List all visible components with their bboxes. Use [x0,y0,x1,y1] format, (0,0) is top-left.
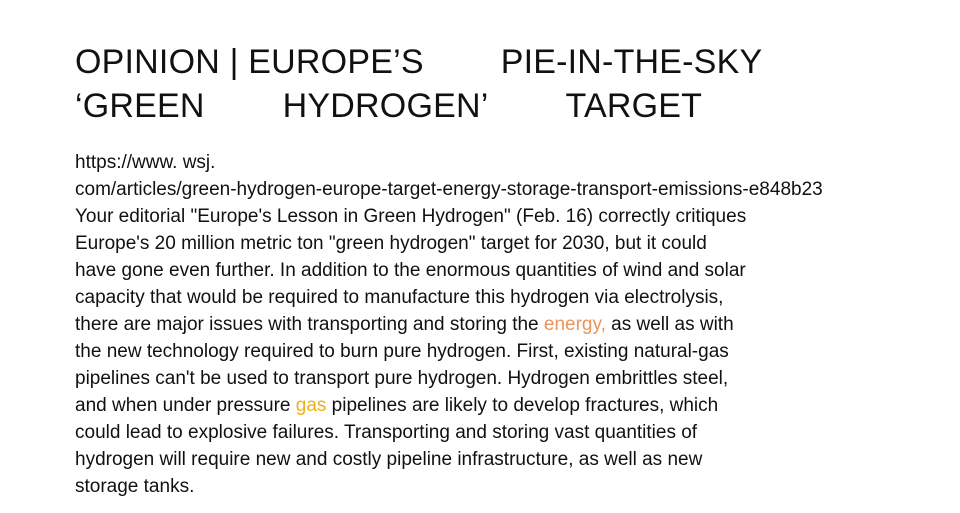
body-line: storage tanks. [75,476,195,497]
body-line: pipelines can't be used to transport pur… [75,368,729,389]
source-url-line-2: com/articles/green-hydrogen-europe-targe… [75,179,823,200]
body-line: could lead to explosive failures. Transp… [75,422,698,443]
body-line: hydrogen will require new and costly pip… [75,449,703,470]
title-word: PIE-IN-THE-SKY [500,43,763,81]
body-text: and when under pressure [75,395,296,416]
body-line: Your editorial "Europe's Lesson in Green… [75,206,747,227]
title-word: OPINION | EUROPE’S [75,43,424,81]
article-body: https://www. wsj. com/articles/green-hyd… [75,149,945,500]
body-line: and when under pressure gas pipelines ar… [75,392,945,419]
article-title: OPINION | EUROPE’S PIE-IN-THE-SKY ‘GREEN H… [75,40,945,128]
body-line: have gone even further. In addition to t… [75,260,746,281]
body-text: there are major issues with transporting… [75,314,544,335]
title-word: HYDROGEN’ [282,87,489,125]
article: OPINION | EUROPE’S PIE-IN-THE-SKY ‘GREEN H… [75,40,945,500]
body-text: as well as with [605,314,734,335]
body-line: there are major issues with transporting… [75,311,945,338]
title-word: TARGET [565,87,703,125]
body-line: capacity that would be required to manuf… [75,287,724,308]
highlight-energy: energy, [543,314,606,335]
title-line-2: ‘GREEN HYDROGEN’ TARGET [75,84,945,128]
body-text: pipelines are likely to develop fracture… [326,395,719,416]
source-url-line-1: https://www. wsj. [75,152,216,173]
title-word: ‘GREEN [75,87,205,125]
body-line: the new technology required to burn pure… [75,341,729,362]
highlight-gas: gas [295,395,327,416]
body-line: Europe's 20 million metric ton "green hy… [75,233,707,254]
title-line-1: OPINION | EUROPE’S PIE-IN-THE-SKY [75,40,945,84]
